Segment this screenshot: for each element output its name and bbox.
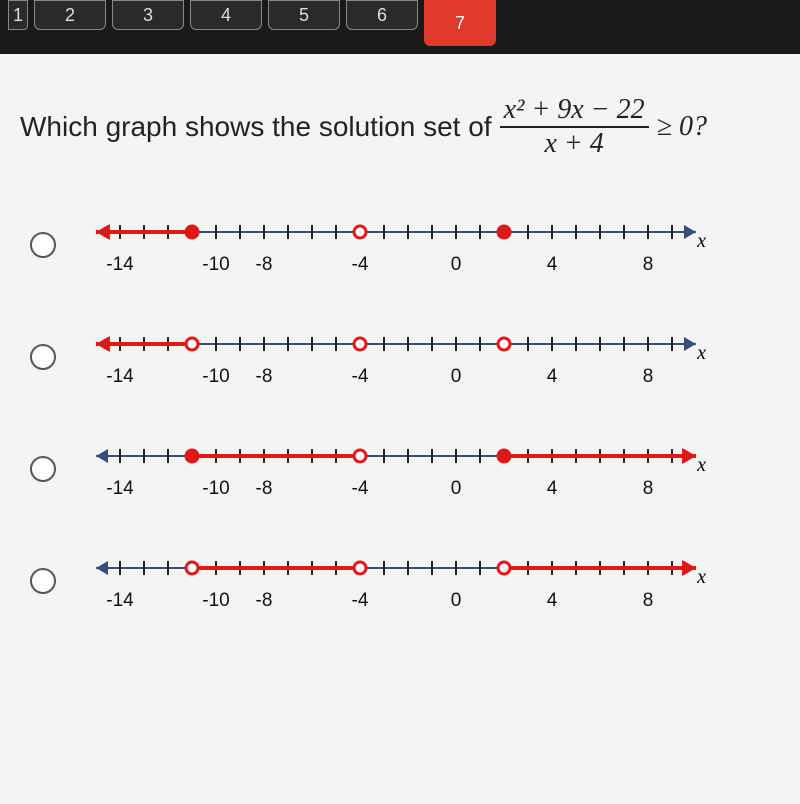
tab-7[interactable]: 7 (424, 0, 496, 46)
tick-label: -4 (352, 366, 369, 388)
tick-label: 4 (547, 254, 558, 276)
tick-label: -8 (256, 590, 273, 612)
tab-5[interactable]: 5 (268, 0, 340, 30)
tick-label: -8 (256, 254, 273, 276)
tick-label: -10 (202, 590, 229, 612)
tick-label: -4 (352, 478, 369, 500)
numberline-B: -14 -10 -8 -4 0 4 8 x (86, 322, 706, 392)
question-tail: ≥ 0? (657, 111, 707, 143)
x-axis-label: x (697, 230, 706, 253)
x-axis-label: x (697, 454, 706, 477)
tick-label: -10 (202, 478, 229, 500)
tick-label: -14 (106, 366, 133, 388)
fraction-numerator: x² + 9x − 22 (500, 94, 649, 128)
x-axis-label: x (697, 566, 706, 589)
question-lead: Which graph shows the solution set of (20, 111, 492, 143)
tick-label: -14 (106, 478, 133, 500)
fraction-denominator: x + 4 (540, 128, 607, 160)
option-A: -14 -10 -8 -4 0 4 8 x (30, 210, 780, 280)
radio-option-B[interactable] (30, 344, 56, 370)
tick-label: -8 (256, 478, 273, 500)
radio-option-A[interactable] (30, 232, 56, 258)
answer-options: -14 -10 -8 -4 0 4 8 x -14 -10 -8 -4 0 4 8 x -14 -10 -8 -4 0 4… (20, 210, 780, 616)
x-axis-label: x (697, 342, 706, 365)
radio-option-C[interactable] (30, 456, 56, 482)
tick-label: -10 (202, 254, 229, 276)
tick-label: 0 (451, 254, 462, 276)
numberline-A: -14 -10 -8 -4 0 4 8 x (86, 210, 706, 280)
tick-label: 8 (643, 254, 654, 276)
tick-label: 0 (451, 366, 462, 388)
option-C: -14 -10 -8 -4 0 4 8 x (30, 434, 780, 504)
option-D: -14 -10 -8 -4 0 4 8 x (30, 546, 780, 616)
tick-label: 4 (547, 478, 558, 500)
tick-label: 0 (451, 590, 462, 612)
tab-bar: 1234567 (0, 0, 800, 54)
tick-label: -14 (106, 590, 133, 612)
question-content: Which graph shows the solution set of x²… (0, 54, 800, 804)
tick-label: 4 (547, 590, 558, 612)
tab-1[interactable]: 1 (8, 0, 28, 30)
radio-option-D[interactable] (30, 568, 56, 594)
tick-label: -4 (352, 254, 369, 276)
numberline-D: -14 -10 -8 -4 0 4 8 x (86, 546, 706, 616)
tick-label: 8 (643, 366, 654, 388)
tick-label: -14 (106, 254, 133, 276)
tick-label: -8 (256, 366, 273, 388)
tab-6[interactable]: 6 (346, 0, 418, 30)
tick-label: 0 (451, 478, 462, 500)
tick-label: 8 (643, 590, 654, 612)
option-B: -14 -10 -8 -4 0 4 8 x (30, 322, 780, 392)
tick-label: -4 (352, 590, 369, 612)
tab-4[interactable]: 4 (190, 0, 262, 30)
tab-2[interactable]: 2 (34, 0, 106, 30)
tick-label: 8 (643, 478, 654, 500)
tick-label: 4 (547, 366, 558, 388)
question-fraction: x² + 9x − 22 x + 4 (500, 94, 649, 160)
numberline-C: -14 -10 -8 -4 0 4 8 x (86, 434, 706, 504)
tick-label: -10 (202, 366, 229, 388)
question-text: Which graph shows the solution set of x²… (20, 94, 780, 160)
tab-3[interactable]: 3 (112, 0, 184, 30)
